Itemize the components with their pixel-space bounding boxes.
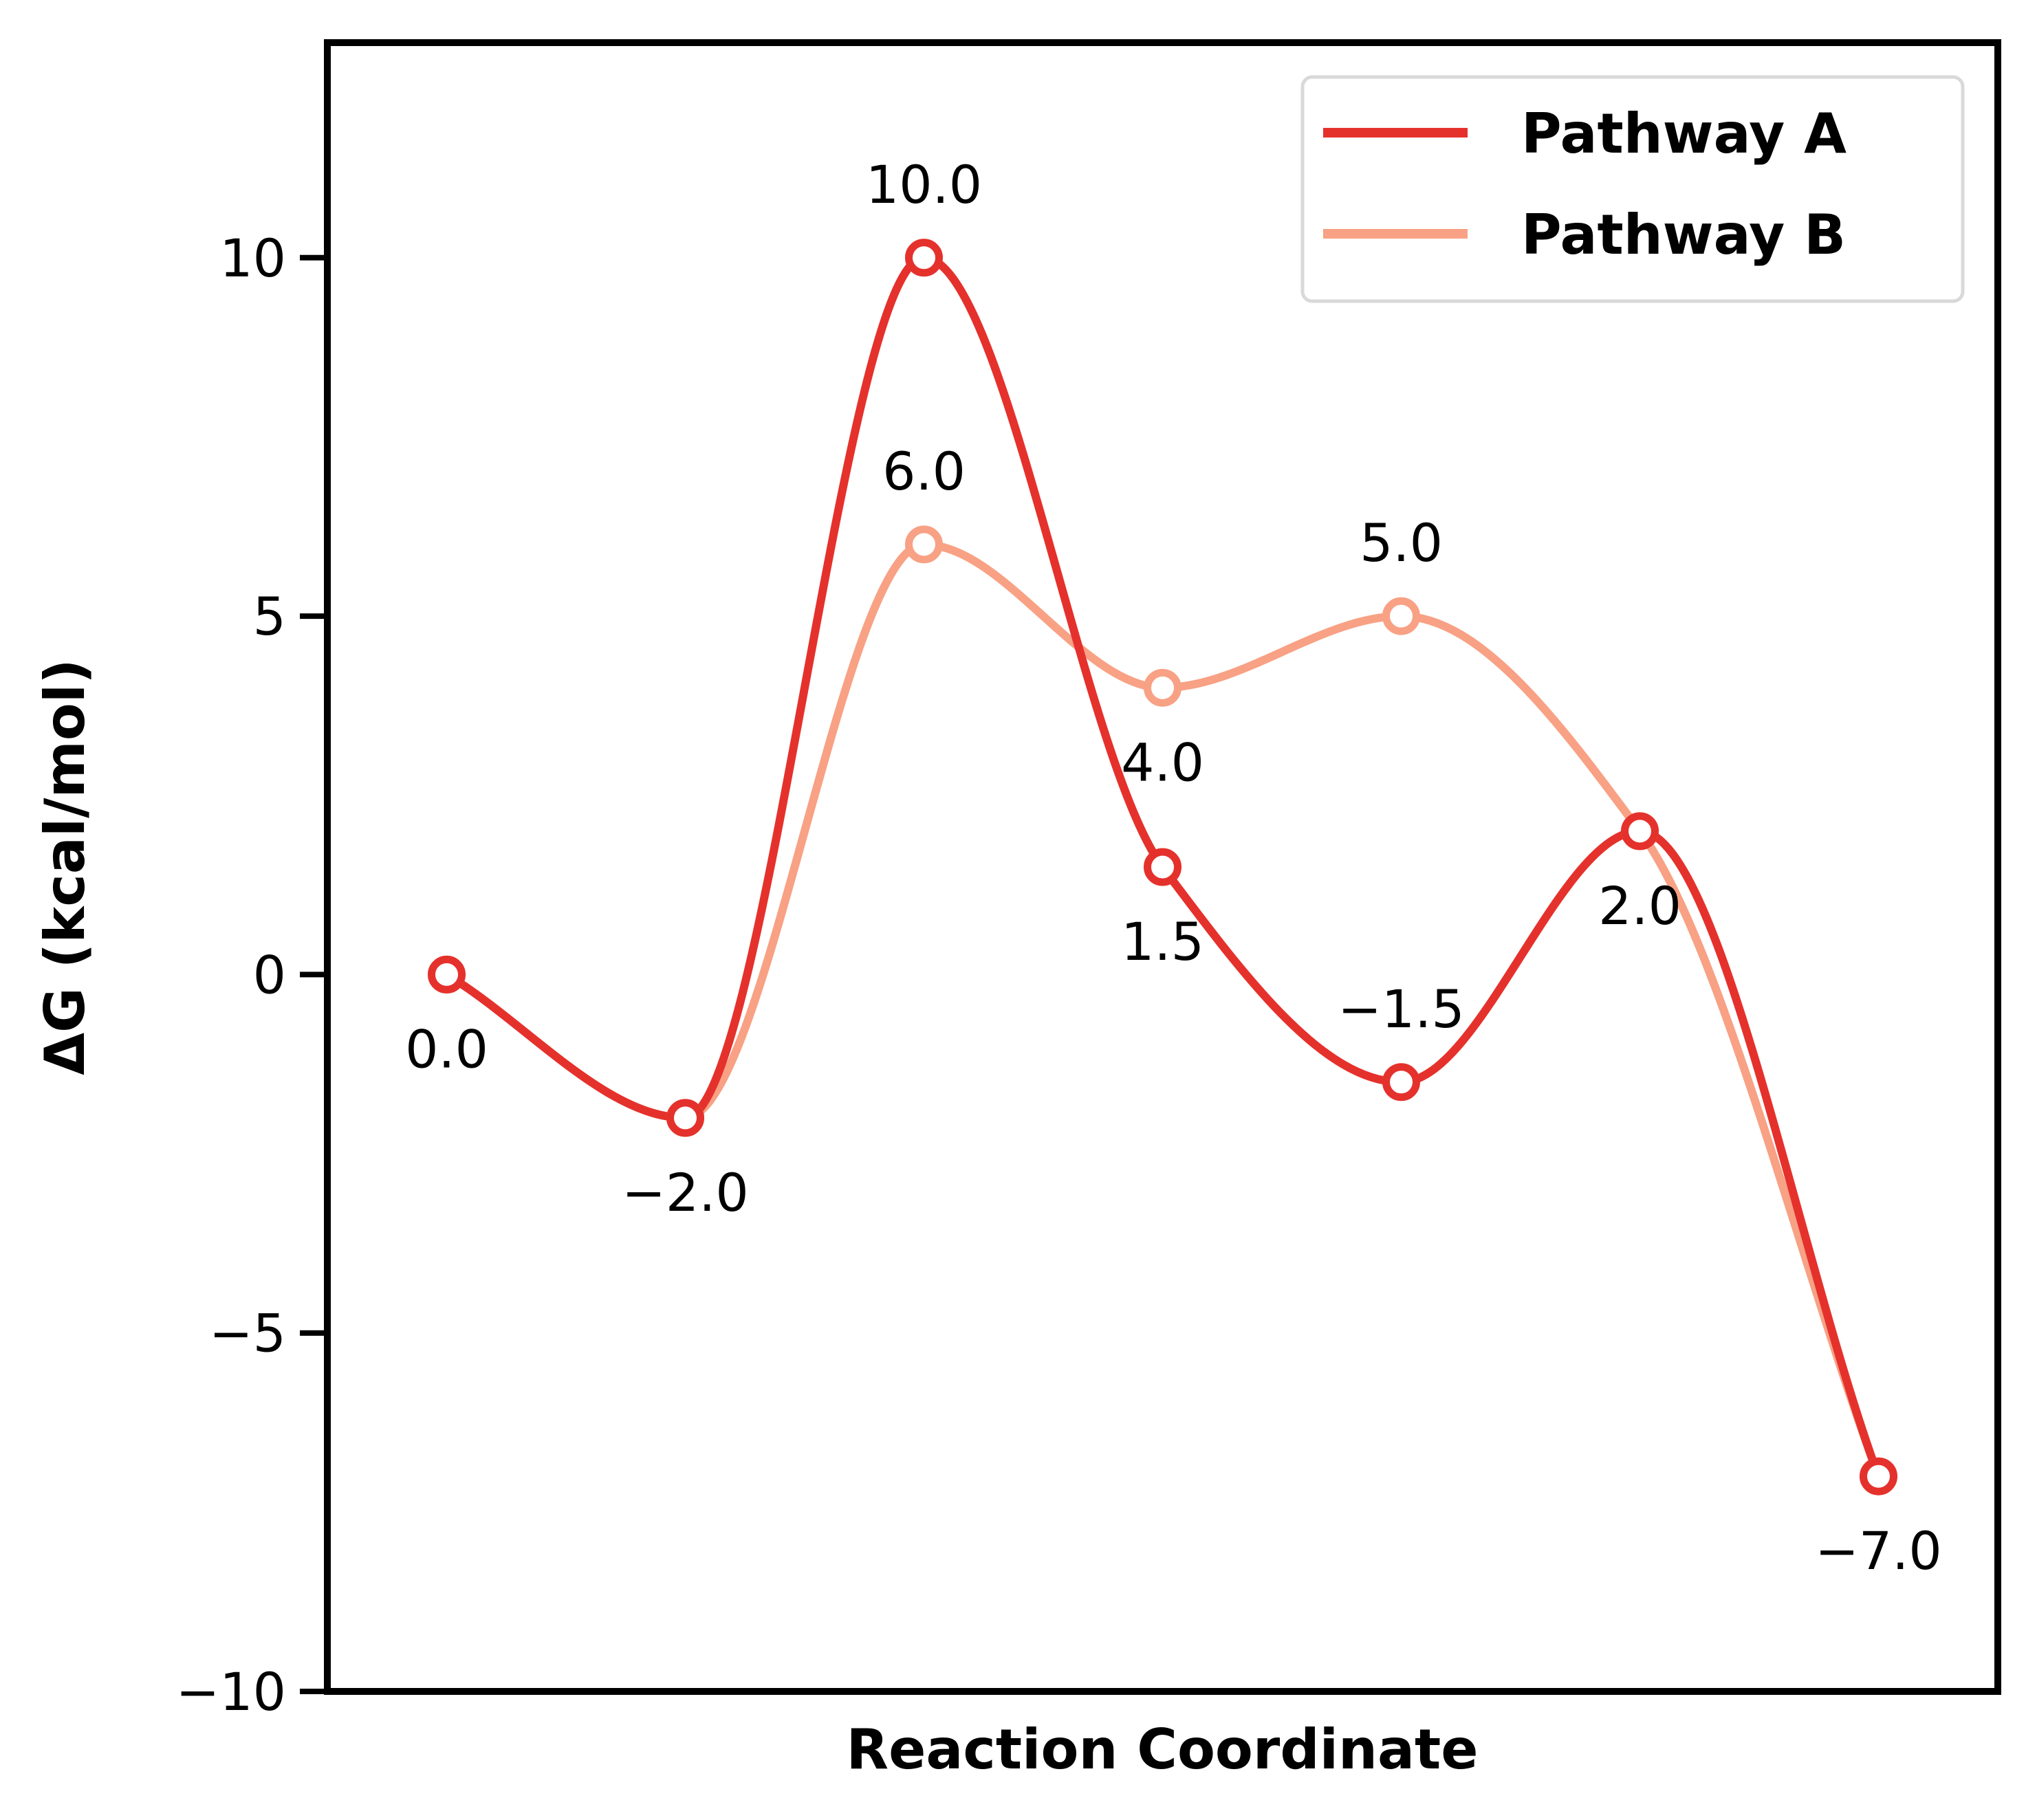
pathway-b-data-label: 4.0	[1121, 732, 1204, 793]
pathway-b-point	[1144, 668, 1181, 707]
pathway-a-data-label: 10.0	[866, 154, 982, 215]
pathway-a-data-label: −1.5	[1338, 978, 1465, 1040]
y-axis-title: ΔG (kcal/mol)	[33, 659, 97, 1075]
y-tick-label: 5	[253, 586, 286, 647]
pathway-a-data-label: −7.0	[1815, 1520, 1942, 1581]
y-tick-label: −5	[209, 1303, 286, 1364]
y-tick-label: −10	[176, 1661, 286, 1722]
pathway-b-point	[1382, 597, 1420, 635]
pathway-a-point	[905, 239, 943, 277]
marker-layer	[428, 239, 1897, 1495]
pathway-a-point	[428, 955, 466, 994]
pathway-a-data-label: 0.0	[405, 1018, 488, 1079]
pathway-b-point	[905, 525, 943, 564]
pathway-a-data-label: 2.0	[1598, 875, 1681, 936]
pathway-a-data-label: −2.0	[622, 1162, 749, 1223]
pathway-a-point	[666, 1099, 704, 1137]
pathway-a-point	[1621, 812, 1659, 851]
pathway-a-line	[442, 253, 1883, 1481]
pathway-b-data-label: 6.0	[882, 441, 966, 502]
x-axis-title: Reaction Coordinate	[847, 1718, 1479, 1781]
data-label-layer: 0.0 −2.0 10.0 1.5 −1.5 2.0 −7.0 6.0 4.0 5.0	[405, 154, 1942, 1581]
y-axis-ticks: −10 −5 0 5 10	[176, 228, 327, 1722]
pathway-a-point	[1144, 848, 1181, 886]
pathway-b-data-label: 5.0	[1360, 512, 1443, 573]
legend-label-pathway-b: Pathway B	[1521, 203, 1846, 267]
legend: Pathway A Pathway B	[1300, 75, 1965, 303]
pathway-a-point	[1382, 1063, 1420, 1101]
pathway-a-data-label: 1.5	[1121, 911, 1204, 972]
legend-label-pathway-a: Pathway A	[1521, 102, 1847, 166]
y-tick-label: 0	[253, 944, 286, 1005]
pathway-a-point	[1860, 1457, 1897, 1495]
y-tick-label: 10	[219, 228, 286, 289]
plot-frame	[324, 39, 2001, 1695]
